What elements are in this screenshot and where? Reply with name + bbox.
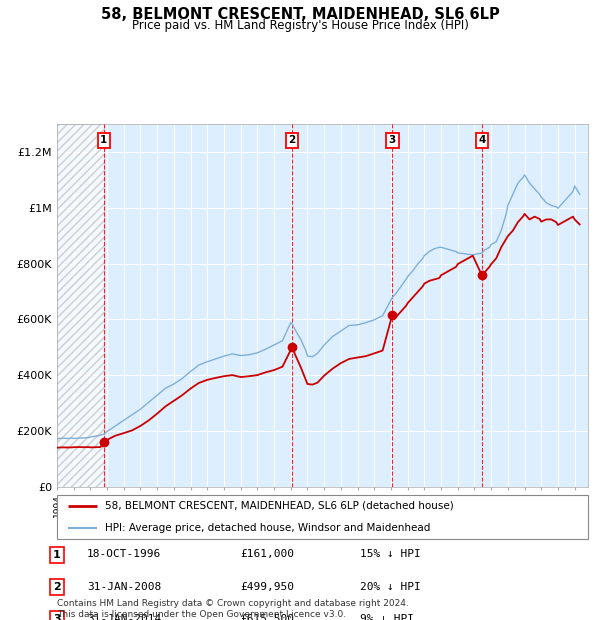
Text: 4: 4 [478, 135, 485, 145]
Text: 58, BELMONT CRESCENT, MAIDENHEAD, SL6 6LP: 58, BELMONT CRESCENT, MAIDENHEAD, SL6 6L… [101, 7, 499, 22]
Text: 3: 3 [53, 614, 61, 620]
Text: Price paid vs. HM Land Registry's House Price Index (HPI): Price paid vs. HM Land Registry's House … [131, 19, 469, 32]
Text: Contains HM Land Registry data © Crown copyright and database right 2024.
This d: Contains HM Land Registry data © Crown c… [57, 600, 409, 619]
Text: 2: 2 [53, 582, 61, 592]
Text: 15% ↓ HPI: 15% ↓ HPI [360, 549, 421, 559]
Text: 3: 3 [389, 135, 396, 145]
Text: 2: 2 [289, 135, 296, 145]
Text: £615,500: £615,500 [240, 614, 294, 620]
Text: HPI: Average price, detached house, Windsor and Maidenhead: HPI: Average price, detached house, Wind… [105, 523, 430, 533]
Text: 31-JAN-2008: 31-JAN-2008 [87, 582, 161, 591]
Text: 58, BELMONT CRESCENT, MAIDENHEAD, SL6 6LP (detached house): 58, BELMONT CRESCENT, MAIDENHEAD, SL6 6L… [105, 501, 454, 511]
Text: 1: 1 [100, 135, 107, 145]
Text: 18-OCT-1996: 18-OCT-1996 [87, 549, 161, 559]
Text: 1: 1 [53, 550, 61, 560]
FancyBboxPatch shape [57, 495, 588, 539]
Text: 20% ↓ HPI: 20% ↓ HPI [360, 582, 421, 591]
Text: £161,000: £161,000 [240, 549, 294, 559]
Text: 31-JAN-2014: 31-JAN-2014 [87, 614, 161, 620]
Text: £499,950: £499,950 [240, 582, 294, 591]
Text: 9% ↓ HPI: 9% ↓ HPI [360, 614, 414, 620]
